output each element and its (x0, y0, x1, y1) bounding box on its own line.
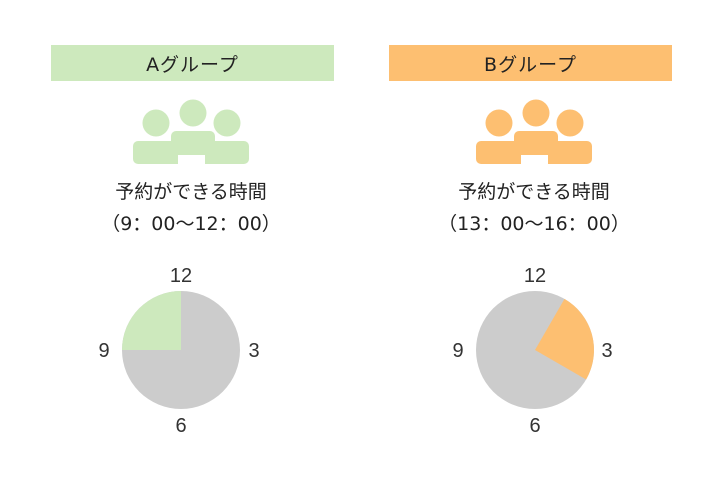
body-gap (521, 155, 548, 165)
clock-label-9: 9 (98, 340, 109, 362)
person-head (485, 109, 513, 137)
group-b-title: Bグループ (484, 53, 577, 76)
person-body (171, 131, 215, 151)
group-a-caption: 予約ができる時間 （9：00～12：00） (41, 176, 341, 240)
clock-label-3: 3 (248, 340, 259, 362)
person-head (556, 109, 584, 137)
person-body (133, 141, 249, 164)
group-a-banner: Aグループ (51, 45, 334, 81)
person-body (514, 131, 558, 151)
person-head (142, 109, 170, 137)
person-body (476, 141, 592, 164)
person-head (179, 99, 207, 127)
available-time-slice (535, 298, 594, 380)
caption-text: 予約ができる時間 (115, 181, 267, 203)
caption-text: 予約ができる時間 (458, 181, 610, 203)
available-time-slice (122, 291, 181, 350)
group-b-caption: 予約ができる時間 （13：00～16：00） (384, 176, 684, 240)
people-group-icon (133, 99, 249, 165)
time-range: （9：00～12：00） (101, 213, 281, 235)
clock-label-9: 9 (452, 340, 463, 362)
time-range: （13：00～16：00） (438, 213, 630, 235)
person-head (522, 99, 550, 127)
person-head (213, 109, 241, 137)
clock-label-12: 12 (524, 265, 546, 287)
clock-label-6: 6 (175, 415, 186, 437)
clock-pie-a (122, 291, 240, 409)
clock-label-3: 3 (601, 340, 612, 362)
clock-label-12: 12 (170, 265, 192, 287)
clock-label-6: 6 (529, 415, 540, 437)
clock-pie-b (476, 291, 594, 409)
group-a-title: Aグループ (146, 53, 239, 76)
people-group-icon (476, 99, 592, 165)
group-b-banner: Bグループ (389, 45, 672, 81)
body-gap (178, 155, 205, 165)
